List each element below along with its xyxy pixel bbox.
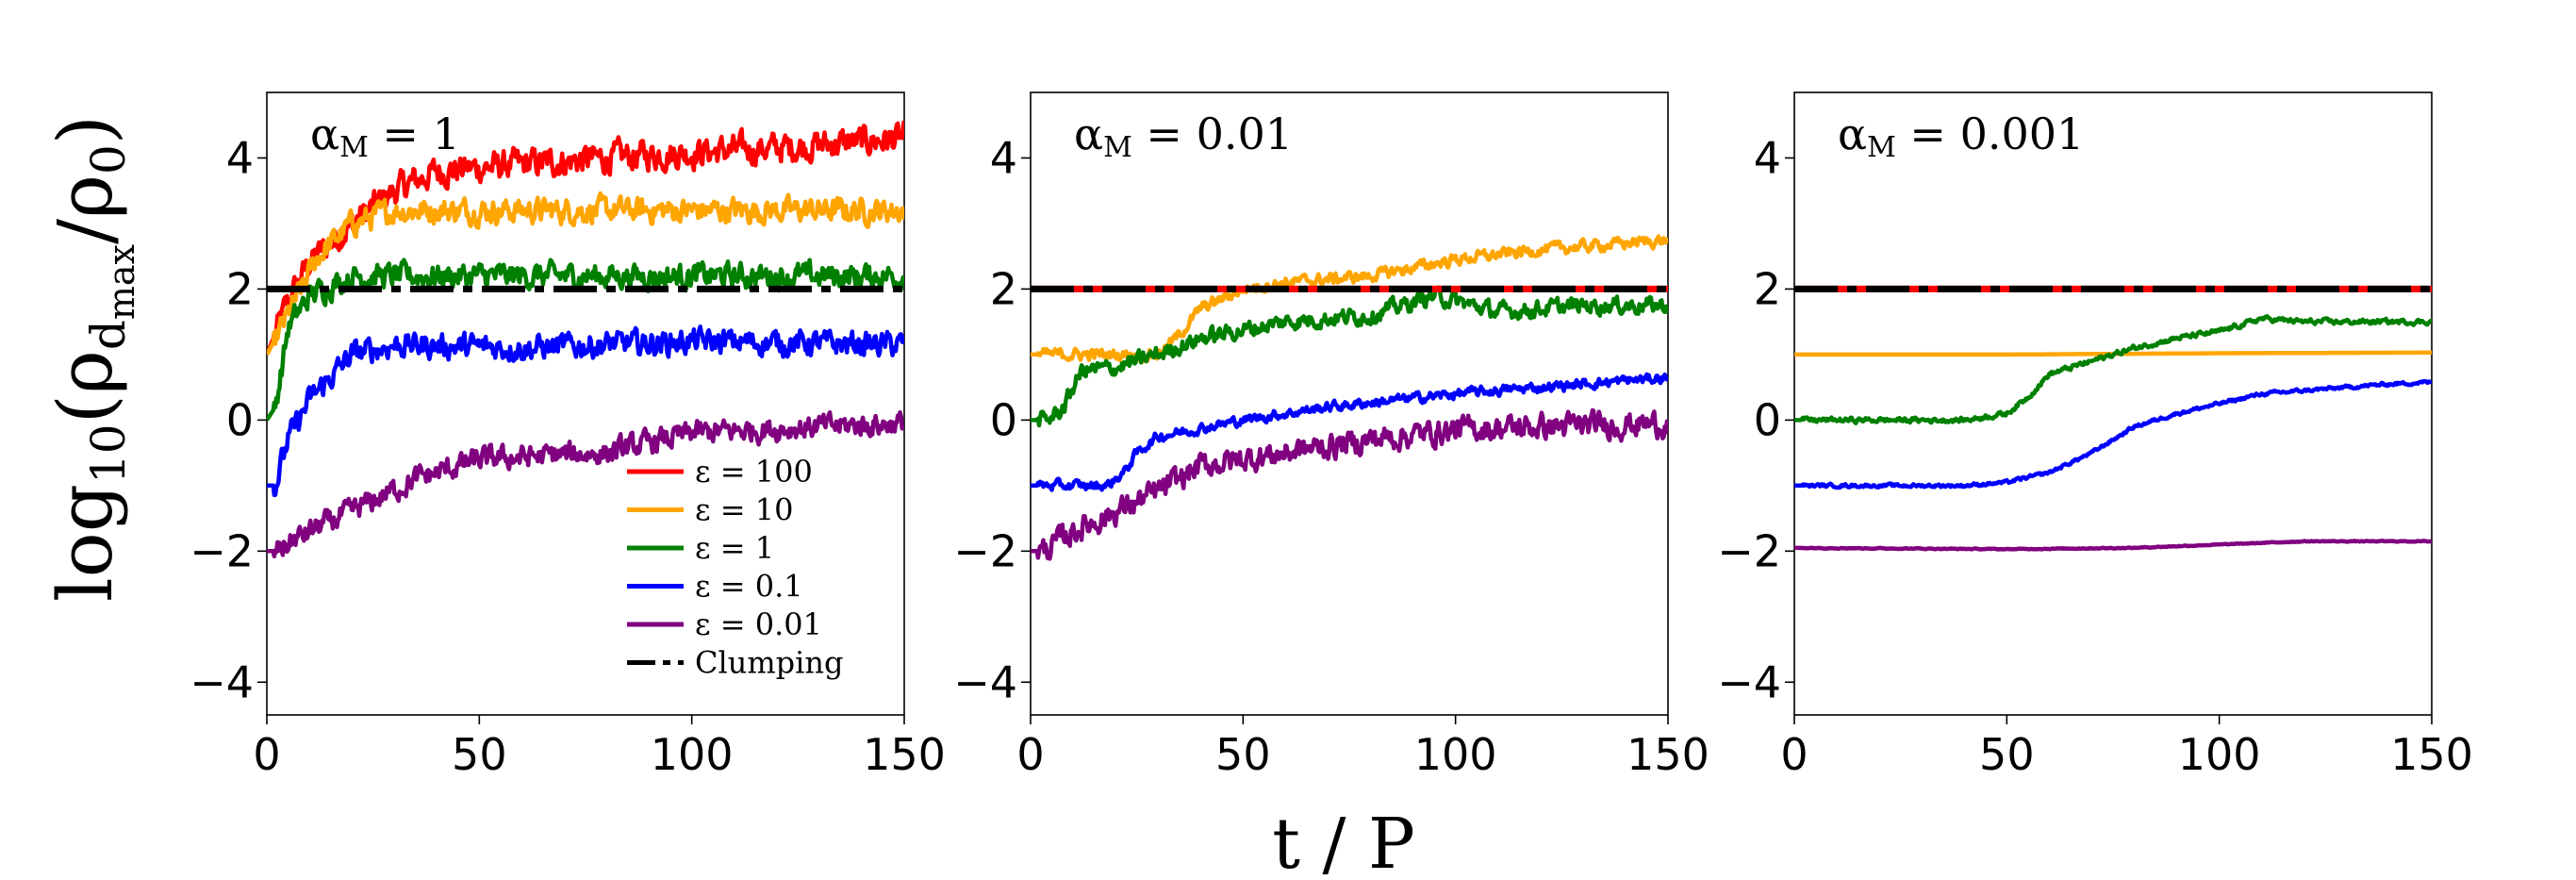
y-axis-label: log10(ρdmax/ρ0): [41, 115, 142, 602]
legend-label: ε = 1: [695, 530, 774, 566]
x-tick-label: 100: [2178, 729, 2261, 780]
series-line--100: [267, 120, 904, 356]
series-line--1: [267, 257, 904, 422]
legend-label: ε = 0.01: [695, 606, 822, 642]
y-tick-label: 2: [990, 263, 1017, 314]
y-tick-label: 4: [226, 132, 254, 183]
y-tick-label: −2: [1717, 525, 1781, 576]
series-group: [267, 120, 904, 559]
x-tick-label: 100: [1414, 729, 1497, 780]
series-group: [1031, 234, 1668, 561]
legend-item: ε = 0.1: [627, 569, 803, 605]
x-tick-label: 50: [1215, 729, 1271, 780]
x-axis-label: t / P: [1272, 804, 1415, 880]
y-tick-label: 0: [1754, 394, 1781, 445]
legend-item: ε = 10: [627, 492, 793, 528]
y-tick-label: −4: [953, 656, 1017, 707]
panel-3: 0 50 100 150 −4 −2 0 2 4 αM = 0.001: [1717, 91, 2473, 780]
x-tick-label: 50: [452, 729, 507, 780]
x-tick-label: 50: [1979, 729, 2035, 780]
legend-item: ε = 0.01: [627, 606, 822, 642]
x-tick-label: 0: [1016, 729, 1044, 780]
legend-label: ε = 0.1: [695, 569, 803, 605]
y-tick-label: 2: [226, 263, 254, 314]
legend-item: ε = 100: [627, 454, 813, 490]
x-tick-label: 150: [2390, 729, 2473, 780]
plot-frame: [1793, 91, 2433, 716]
y-tick-label: −2: [953, 525, 1017, 576]
series-line--0-01: [1031, 407, 1668, 561]
legend-label: ε = 100: [695, 454, 813, 490]
plot-frame: [1030, 91, 1669, 716]
y-tick-label: 4: [1754, 132, 1781, 183]
y-tick-label: 0: [990, 394, 1017, 445]
x-tick-label: 100: [651, 729, 734, 780]
x-tick-label: 0: [253, 729, 280, 780]
legend-item: Clumping: [627, 645, 843, 681]
plot-frame: [266, 91, 905, 716]
y-tick-label: −2: [190, 525, 254, 576]
legend-item: ε = 1: [627, 530, 774, 566]
y-tick-label: 0: [226, 394, 254, 445]
series-line--0-1: [267, 324, 904, 498]
y-tick-label: −4: [190, 656, 254, 707]
y-tick-label: −4: [1717, 656, 1781, 707]
legend-label: ε = 10: [695, 492, 793, 528]
series-line--0-01: [1794, 539, 2432, 552]
x-tick-label: 0: [1780, 729, 1808, 780]
y-tick-label: 4: [990, 132, 1017, 183]
panel-title: αM = 1: [310, 108, 460, 164]
series-line--1: [1031, 285, 1668, 428]
y-tick-label: 2: [1754, 263, 1781, 314]
series-line--0-1: [1794, 378, 2432, 490]
panel-title: αM = 0.01: [1074, 108, 1293, 164]
panel-title: αM = 0.001: [1838, 108, 2084, 164]
x-tick-label: 150: [1627, 729, 1709, 780]
series-group: [1794, 285, 2432, 552]
series-line--0-1: [1031, 372, 1668, 492]
series-line--10: [267, 191, 904, 356]
x-tick-label: 150: [863, 729, 946, 780]
series-line--0-01: [267, 409, 904, 559]
series-line--1: [1794, 313, 2432, 425]
panel-2: 0 50 100 150 −4 −2 0 2 4 αM = 0.01: [953, 91, 1709, 780]
legend-label: Clumping: [695, 645, 843, 681]
